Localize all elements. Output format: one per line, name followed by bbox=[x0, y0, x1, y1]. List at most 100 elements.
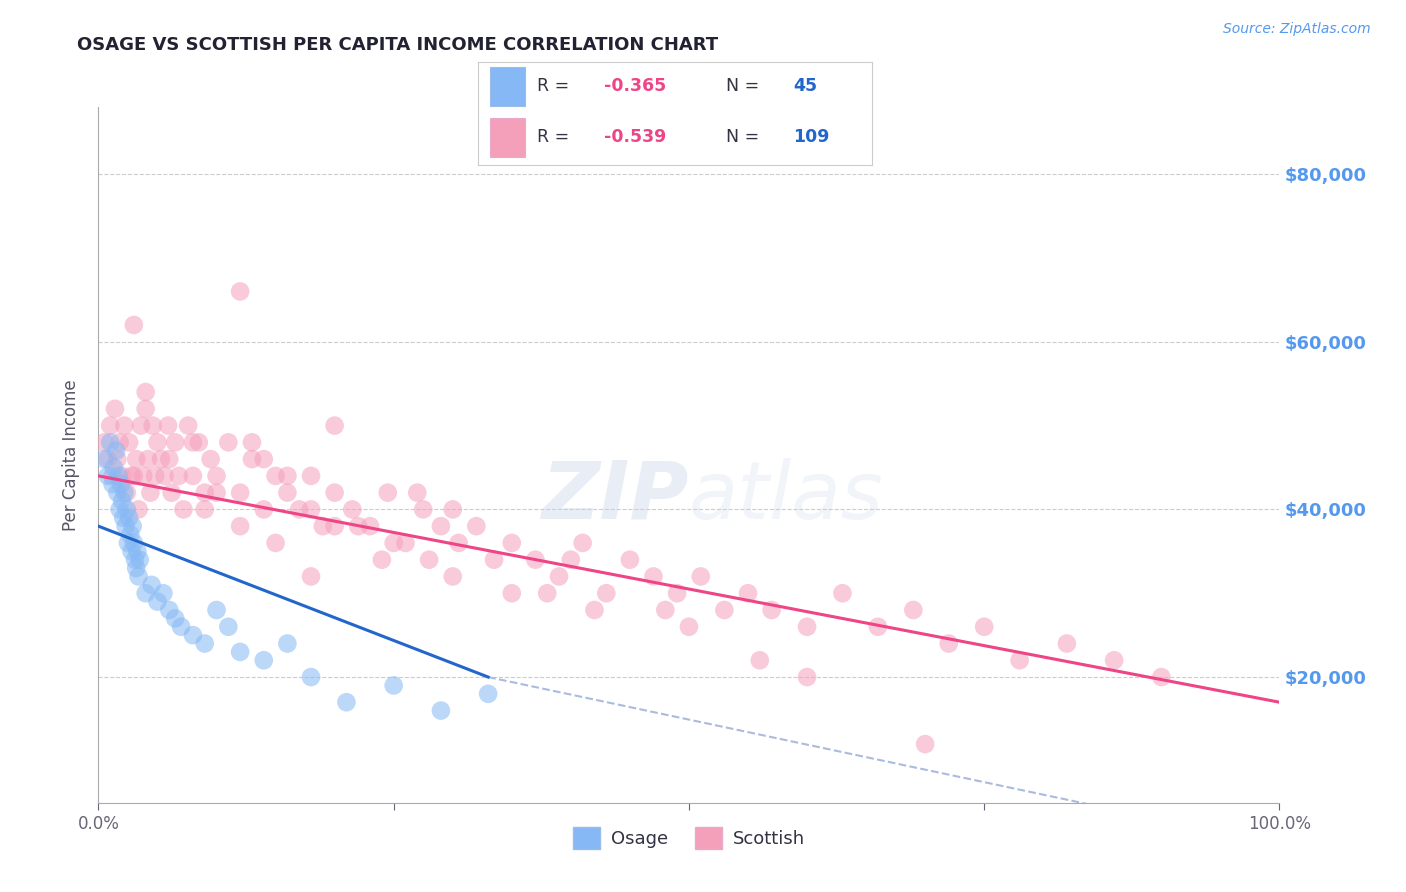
Point bbox=[165, 611, 187, 625]
Point bbox=[157, 603, 180, 617]
Point bbox=[312, 519, 335, 533]
Point bbox=[761, 603, 783, 617]
Point bbox=[335, 695, 357, 709]
Point bbox=[157, 418, 180, 433]
Legend: Osage, Scottish: Osage, Scottish bbox=[565, 820, 813, 856]
Point bbox=[115, 485, 138, 500]
Point bbox=[973, 620, 995, 634]
Point bbox=[441, 502, 464, 516]
Point bbox=[796, 670, 818, 684]
Point bbox=[181, 468, 204, 483]
Point bbox=[146, 594, 169, 608]
Point bbox=[748, 653, 770, 667]
Point bbox=[139, 485, 162, 500]
Point bbox=[121, 519, 143, 533]
Point bbox=[200, 452, 222, 467]
Text: 45: 45 bbox=[793, 77, 817, 95]
Point bbox=[465, 519, 488, 533]
Point bbox=[253, 653, 276, 667]
Point bbox=[136, 452, 159, 467]
Point bbox=[342, 502, 364, 516]
Point bbox=[97, 452, 120, 467]
Point bbox=[93, 435, 115, 450]
Point bbox=[107, 468, 129, 483]
Point bbox=[105, 443, 128, 458]
Point bbox=[111, 468, 134, 483]
Text: ZIP: ZIP bbox=[541, 458, 689, 536]
Point bbox=[120, 527, 142, 541]
Point bbox=[172, 502, 194, 516]
Point bbox=[142, 418, 165, 433]
Point bbox=[299, 468, 322, 483]
Point bbox=[418, 552, 440, 566]
Point bbox=[152, 586, 174, 600]
Point bbox=[135, 385, 157, 400]
Point bbox=[170, 620, 193, 634]
Point bbox=[111, 494, 134, 508]
FancyBboxPatch shape bbox=[489, 118, 526, 157]
Point bbox=[205, 468, 228, 483]
Point bbox=[382, 536, 405, 550]
Point bbox=[323, 418, 346, 433]
Point bbox=[938, 636, 960, 650]
Point bbox=[347, 519, 370, 533]
Point bbox=[132, 468, 155, 483]
Text: R =: R = bbox=[537, 77, 575, 95]
Point bbox=[187, 435, 209, 450]
Point bbox=[146, 435, 169, 450]
Point bbox=[866, 620, 889, 634]
Point bbox=[501, 586, 523, 600]
Point bbox=[112, 418, 135, 433]
Point bbox=[122, 536, 145, 550]
Text: Source: ZipAtlas.com: Source: ZipAtlas.com bbox=[1223, 22, 1371, 37]
Point bbox=[105, 452, 128, 467]
Point bbox=[560, 552, 582, 566]
Point bbox=[205, 603, 228, 617]
Point bbox=[359, 519, 381, 533]
Point bbox=[441, 569, 464, 583]
Point bbox=[165, 435, 187, 450]
Point bbox=[831, 586, 853, 600]
Point bbox=[194, 636, 217, 650]
Point bbox=[153, 468, 176, 483]
Point bbox=[157, 452, 180, 467]
Text: 109: 109 bbox=[793, 128, 830, 146]
Point bbox=[288, 502, 311, 516]
Point bbox=[299, 502, 322, 516]
Point bbox=[217, 620, 239, 634]
Point bbox=[666, 586, 689, 600]
Point bbox=[181, 628, 204, 642]
Point bbox=[253, 502, 276, 516]
Point bbox=[276, 636, 298, 650]
Point bbox=[117, 536, 139, 550]
Point bbox=[430, 704, 453, 718]
Point bbox=[482, 552, 505, 566]
Point bbox=[914, 737, 936, 751]
Point bbox=[678, 620, 700, 634]
Point bbox=[160, 485, 183, 500]
Point bbox=[643, 569, 665, 583]
Point bbox=[118, 435, 141, 450]
Point bbox=[571, 536, 593, 550]
Point bbox=[127, 544, 149, 558]
Text: N =: N = bbox=[725, 128, 765, 146]
Point bbox=[323, 519, 346, 533]
Point bbox=[181, 435, 204, 450]
Point bbox=[371, 552, 394, 566]
Point bbox=[194, 502, 217, 516]
Text: -0.365: -0.365 bbox=[605, 77, 666, 95]
Point bbox=[323, 485, 346, 500]
Point bbox=[143, 468, 166, 483]
Point bbox=[128, 502, 150, 516]
Point bbox=[129, 418, 152, 433]
Point bbox=[412, 502, 434, 516]
Point bbox=[253, 452, 276, 467]
Point bbox=[194, 485, 217, 500]
Point bbox=[299, 670, 322, 684]
Point bbox=[115, 502, 138, 516]
Point bbox=[114, 519, 136, 533]
Point bbox=[229, 645, 252, 659]
Point bbox=[240, 435, 263, 450]
Point bbox=[1056, 636, 1078, 650]
Point bbox=[98, 418, 121, 433]
